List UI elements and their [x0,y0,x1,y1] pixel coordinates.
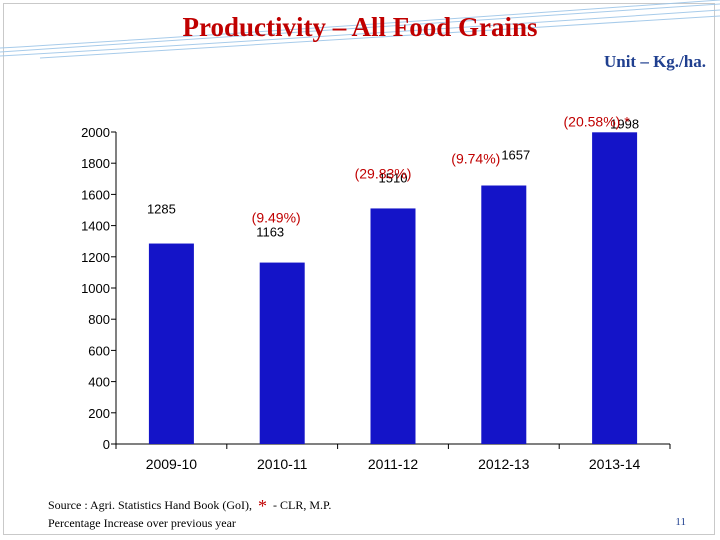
value-label: 1163 [256,225,284,240]
bar-2013-14 [592,132,638,444]
y-tick-label: 800 [88,312,110,327]
value-label: 1657 [501,148,530,163]
page-number: 11 [675,516,686,528]
percent-change-label: (20.58%) * [564,113,631,129]
percent-change-label: (9.49%) [252,210,301,226]
percent-change-label: (29.83%) [355,165,412,181]
y-tick-label: 0 [103,437,110,452]
source-prefix: Source : Agri. Statistics Hand Book (GoI… [48,498,252,512]
bar-2010-11 [259,262,305,444]
value-label: 1998 [610,116,639,131]
source-star: * [257,496,267,516]
footnote: Percentage Increase over previous year [48,516,236,530]
y-tick-label: 1200 [81,250,110,265]
y-tick-label: 1600 [81,187,110,202]
slide-frame [3,3,715,535]
bar-2009-10 [148,243,194,444]
bar-2011-12 [370,208,416,444]
slide-title: Productivity – All Food Grains [182,12,538,42]
y-tick-label: 1400 [81,219,110,234]
x-tick-label: 2013-14 [589,456,641,472]
x-tick-label: 2012-13 [478,456,530,472]
y-tick-label: 600 [88,343,110,358]
y-tick-label: 400 [88,375,110,390]
y-tick-label: 1000 [81,281,110,296]
source-suffix: - CLR, M.P. [272,498,332,512]
value-label: 1285 [147,202,176,217]
decorative-lines [0,0,720,59]
y-tick-label: 2000 [81,125,110,140]
x-tick-label: 2011-12 [368,456,419,472]
bar-chart: 0 200 400 600 800 1000 1200 1400 1600 1800 2000 200… [81,113,671,472]
source-note: Source : Agri. Statistics Hand Book (GoI… [48,496,331,517]
y-tick-label: 1800 [81,156,110,171]
y-tick-label: 200 [88,406,110,421]
value-label: 1510 [379,170,408,185]
unit-label: Unit – Kg./ha. [603,52,706,71]
x-tick-label: 2009-10 [146,456,198,472]
percent-change-label: (9.74%) [451,151,500,167]
bar-2012-13 [481,185,527,444]
x-tick-label: 2010-11 [257,456,308,472]
